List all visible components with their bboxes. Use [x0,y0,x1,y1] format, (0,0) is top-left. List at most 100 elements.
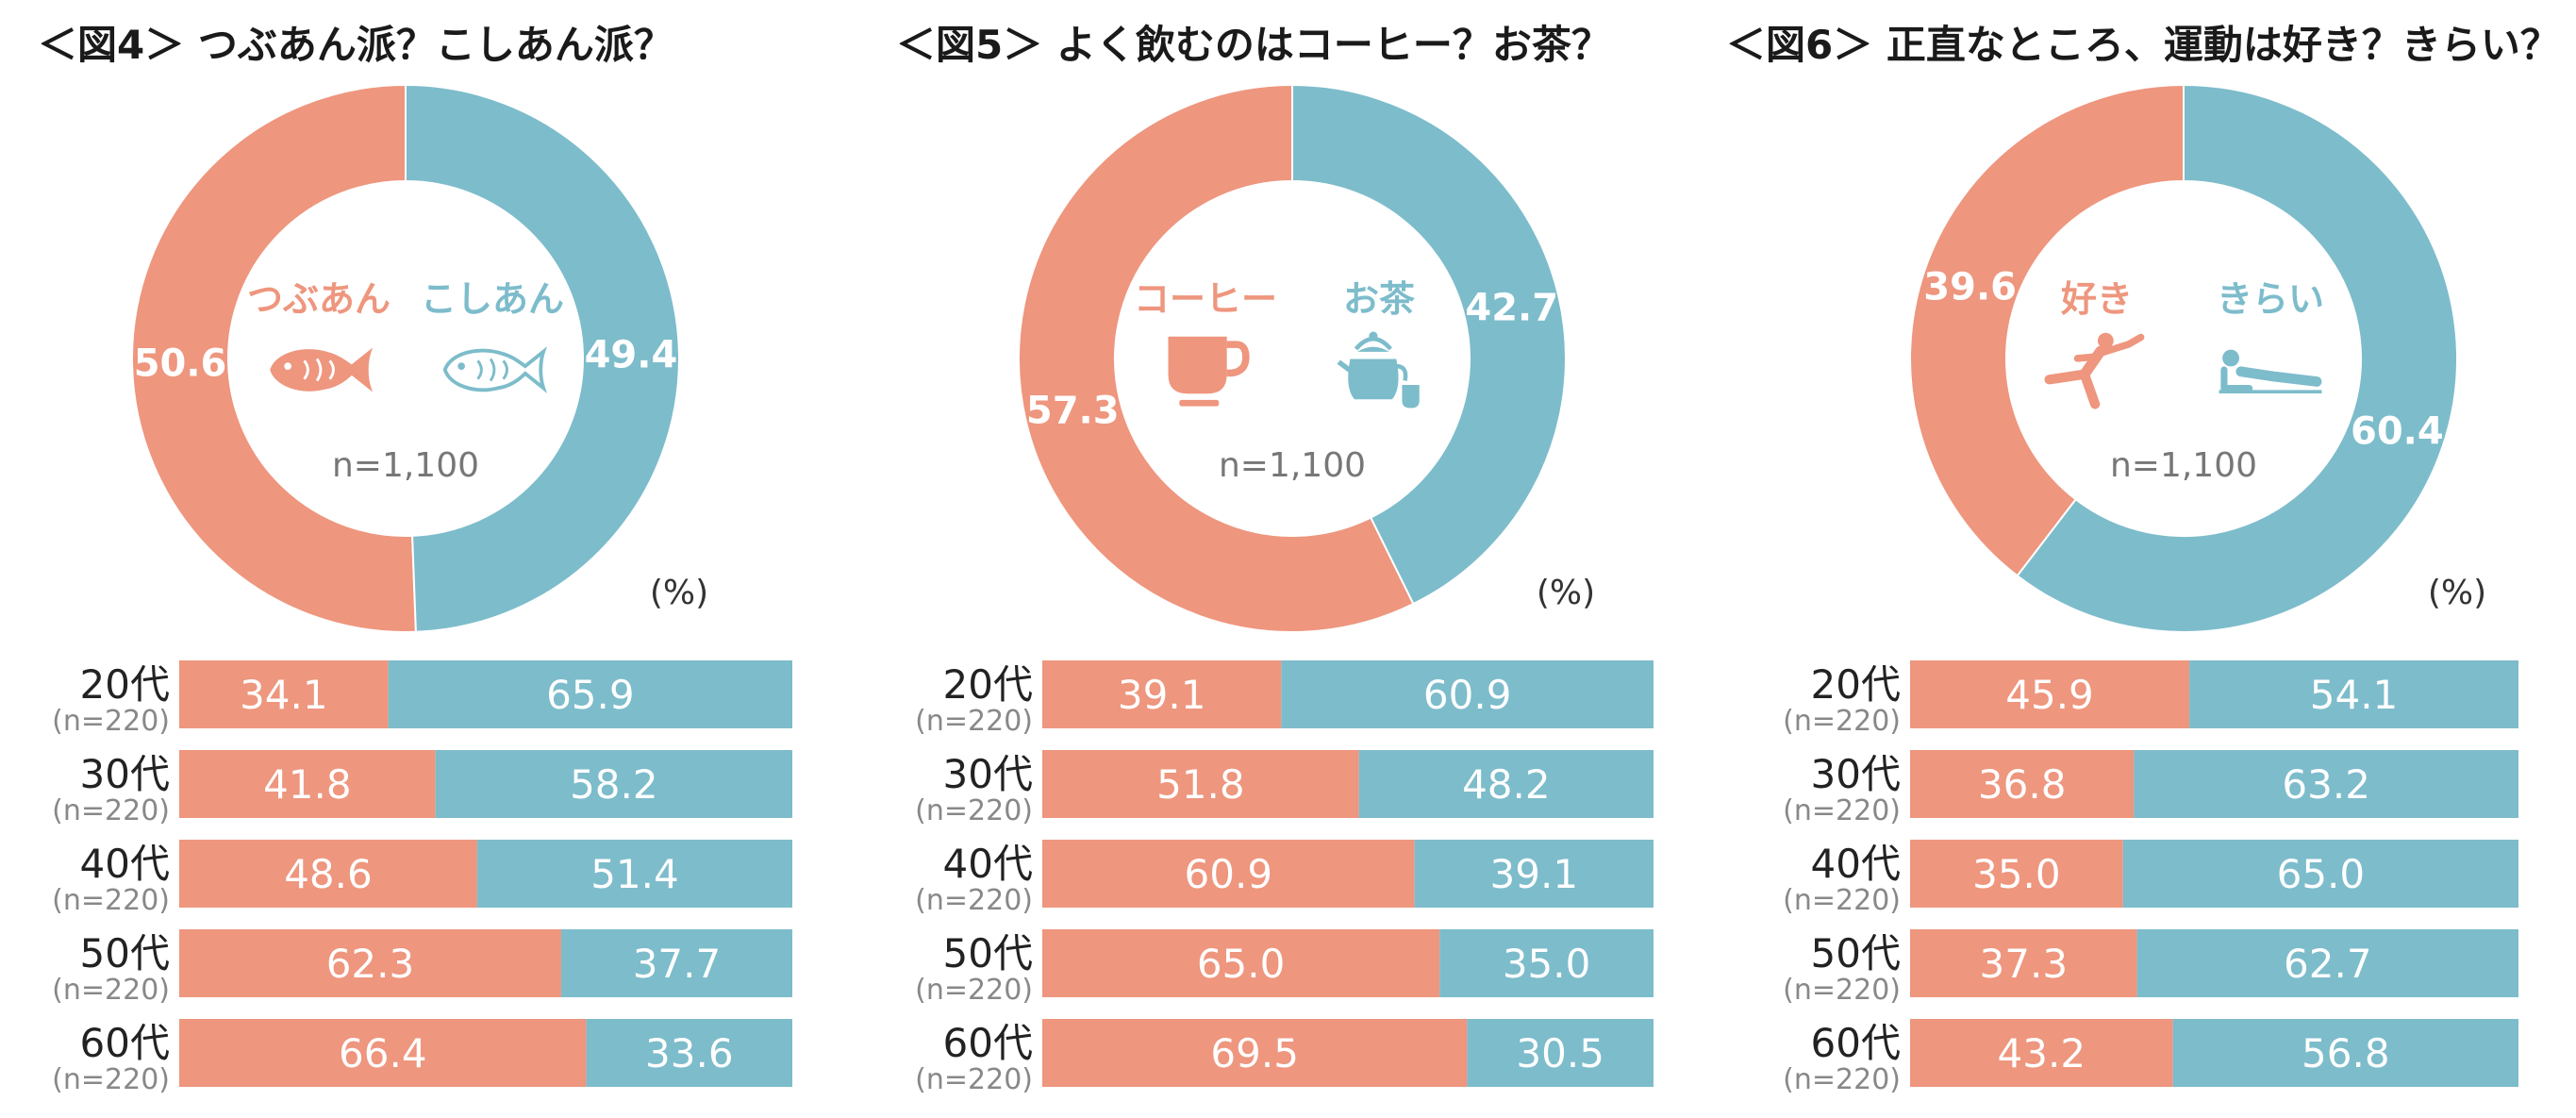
donut-slice-つぶあん [131,83,417,633]
bar-value-label-right: 58.2 [570,761,658,808]
age-group-label: 30代 [80,751,170,797]
bar-segment-right [2172,1019,2518,1087]
age-group-label: 60代 [943,1020,1033,1066]
lying-person-icon [2219,350,2322,392]
bar-row-40代: 40代(n=220) 60.9 39.1 [915,840,1654,917]
bar-value-label-left: 45.9 [2005,672,2094,718]
age-group-label: 60代 [1811,1020,1901,1066]
bar-value-label-right: 30.5 [1516,1030,1604,1076]
age-group-label: 30代 [1811,751,1901,797]
bar-row-20代: 20代(n=220) 45.9 54.1 [1783,660,2518,738]
bar-value-label-right: 54.1 [2310,672,2399,718]
bar-row-20代: 20代(n=220) 39.1 60.9 [915,660,1654,738]
category-label-right: お茶 [1343,278,1416,320]
bar-value-label-left: 35.0 [1972,851,2061,897]
bar-value-label-left: 65.0 [1197,941,1286,987]
age-group-sample-size: (n=220) [52,884,170,917]
bar-segment-left [179,660,389,728]
chart-title: ＜図6＞ 正直なところ、運動は好き？きらい？ [1726,22,2560,68]
bar-row-40代: 40代(n=220) 48.6 51.4 [52,840,792,917]
donut-value-label-right: 49.4 [585,333,678,376]
age-group-label: 20代 [1811,661,1901,708]
bar-value-label-left: 41.8 [263,761,352,808]
bar-row-60代: 60代(n=220) 43.2 56.8 [1783,1019,2518,1096]
taiyaki-outline-icon [445,351,543,391]
bar-segment-right [586,1019,792,1087]
bar-row-60代: 60代(n=220) 69.5 30.5 [915,1019,1654,1096]
bar-segment-right [2122,840,2518,908]
bar-segment-left [1910,1019,2173,1087]
sample-size-label: n=1,100 [332,446,479,485]
donut-slice-好き [1909,83,2185,577]
bar-segment-left [1910,750,2135,818]
bar-value-label-left: 36.8 [1978,761,2067,808]
unit-label: (%) [1537,574,1595,612]
age-group-label: 20代 [943,661,1033,708]
bar-segment-right [1467,1019,1654,1087]
bar-value-label-right: 35.0 [1503,941,1591,987]
age-group-sample-size: (n=220) [1783,974,1901,1007]
donut-value-label-left: 50.6 [134,342,227,386]
category-label-left: コーヒー [1134,278,1277,320]
age-group-sample-size: (n=220) [1783,794,1901,827]
bar-row-50代: 50代(n=220) 65.0 35.0 [915,929,1654,1007]
donut-value-label-left: 39.6 [1923,265,2017,309]
chart-title: ＜図4＞ つぶあん派？こしあん派？ [38,22,673,68]
bar-value-label-right: 63.2 [2282,761,2370,808]
bar-value-label-right: 51.4 [590,851,679,897]
bar-segment-left [1910,840,2123,908]
bar-row-50代: 50代(n=220) 62.3 37.7 [52,929,792,1007]
unit-label: (%) [2428,574,2486,612]
donut-slice-こしあん [405,83,680,633]
bar-row-30代: 30代(n=220) 36.8 63.2 [1783,750,2518,827]
bar-segment-left [1042,840,1415,908]
bar-segment-right [560,929,792,997]
age-group-sample-size: (n=220) [1783,1063,1901,1096]
age-group-label: 30代 [943,751,1033,797]
bar-row-60代: 60代(n=220) 66.4 33.6 [52,1019,792,1096]
age-group-sample-size: (n=220) [915,794,1033,827]
bar-segment-right [388,660,792,728]
age-group-label: 40代 [1811,841,1901,887]
bar-row-50代: 50代(n=220) 37.3 62.7 [1783,929,2518,1007]
bar-segment-right [476,840,792,908]
bar-row-30代: 30代(n=220) 51.8 48.2 [915,750,1654,827]
category-label-right: こしあん [421,278,564,320]
bar-segment-left [179,929,561,997]
bar-value-label-left: 51.8 [1156,761,1245,808]
bar-row-40代: 40代(n=220) 35.0 65.0 [1783,840,2518,917]
bar-segment-right [2134,750,2518,818]
category-label-left: 好き [2060,278,2133,320]
donut-slice-きらい [2016,83,2458,633]
chart-panel-6: ＜図6＞ 正直なところ、運動は好き？きらい？ 39.6 60.4 好き きらい n=1,1… [1726,22,2560,1096]
bar-value-label-left: 60.9 [1185,851,1273,897]
bar-row-20代: 20代(n=220) 34.1 65.9 [52,660,792,738]
chart-panel-5: ＜図5＞ よく飲むのはコーヒー？お茶？ 57.3 42.7 コーヒー お茶 n=1,100… [896,22,1654,1096]
bar-segment-left [1042,929,1440,997]
age-group-sample-size: (n=220) [1783,705,1901,738]
bar-segment-right [1414,840,1654,908]
sample-size-label: n=1,100 [2110,446,2257,485]
age-group-sample-size: (n=220) [915,1063,1033,1096]
bar-value-label-left: 34.1 [240,672,328,718]
donut-slice-お茶 [1291,83,1567,606]
chart-panel-4: ＜図4＞ つぶあん派？こしあん派？ 50.6 49.4 つぶあん こしあん n=1,100… [38,22,792,1096]
bar-segment-left [179,1019,587,1087]
bar-segment-right [1358,750,1654,818]
category-label-left: つぶあん [247,278,391,320]
unit-label: (%) [650,574,708,612]
age-group-sample-size: (n=220) [52,705,170,738]
sample-size-label: n=1,100 [1219,446,1366,485]
bar-segment-left [1042,660,1282,728]
bar-segment-right [2136,929,2518,997]
age-group-sample-size: (n=220) [915,705,1033,738]
age-group-sample-size: (n=220) [52,974,170,1007]
bar-segment-left [1910,660,2190,728]
age-group-sample-size: (n=220) [915,884,1033,917]
bar-value-label-right: 60.9 [1423,672,1512,718]
bar-value-label-left: 48.6 [284,851,373,897]
teapot-icon [1338,332,1420,409]
age-group-label: 60代 [80,1020,170,1066]
donut-value-label-right: 60.4 [2351,410,2444,454]
bar-value-label-left: 37.3 [1980,941,2069,987]
